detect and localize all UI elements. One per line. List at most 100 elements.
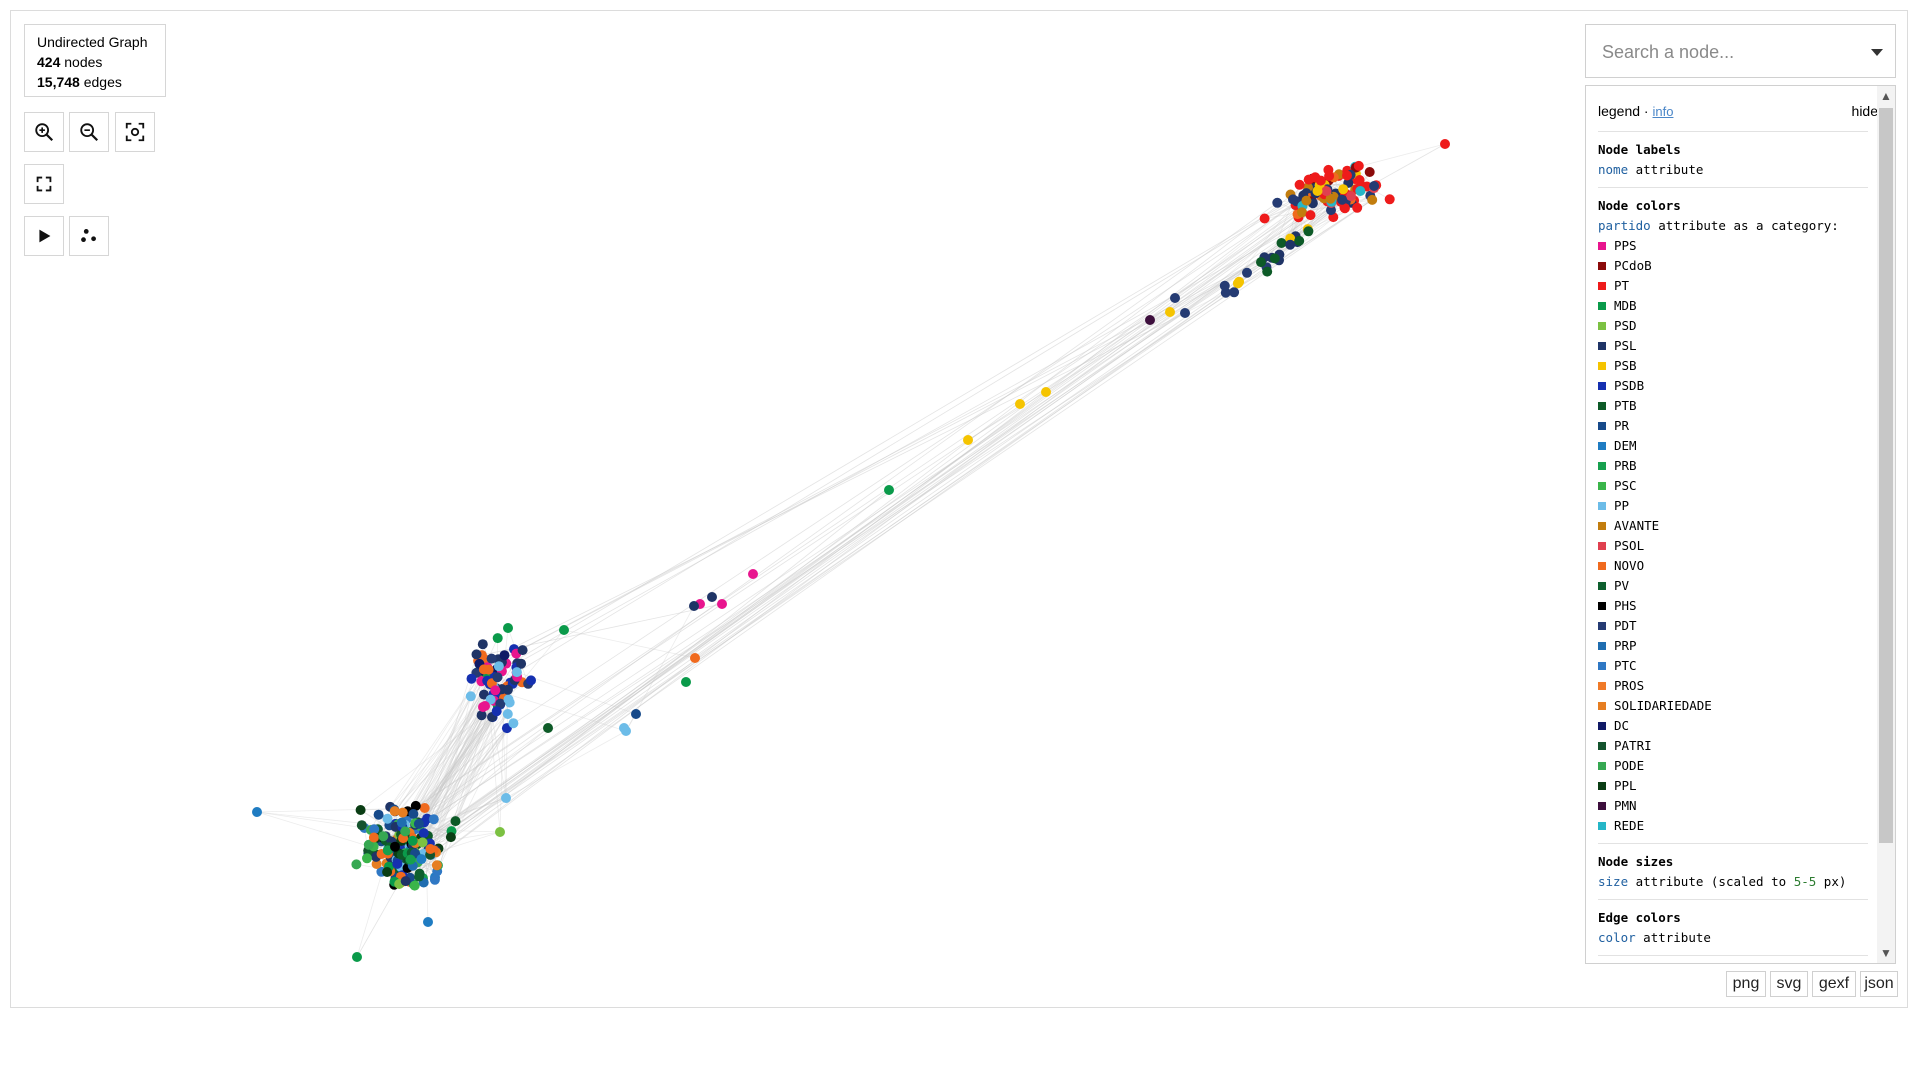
graph-node[interactable] (400, 826, 411, 837)
graph-node[interactable] (1259, 213, 1270, 224)
graph-node[interactable] (1355, 186, 1366, 196)
zoom-out-button[interactable] (69, 112, 109, 152)
graph-node[interactable] (428, 814, 439, 825)
graph-node[interactable] (418, 828, 429, 839)
graph-node[interactable] (543, 723, 553, 733)
graph-node[interactable] (471, 649, 482, 660)
graph-node[interactable] (352, 952, 362, 962)
graph-node[interactable] (1145, 315, 1155, 325)
play-layout-button[interactable] (24, 216, 64, 256)
graph-node[interactable] (252, 807, 262, 817)
graph-node[interactable] (480, 701, 490, 711)
graph-node[interactable] (1219, 280, 1230, 291)
graph-node[interactable] (476, 710, 487, 721)
graph-node[interactable] (378, 831, 389, 842)
graph-node[interactable] (1272, 197, 1283, 208)
graph-node[interactable] (392, 858, 403, 869)
graph-node[interactable] (486, 653, 497, 664)
export-gexf-button[interactable]: gexf (1812, 971, 1856, 997)
graph-node[interactable] (503, 694, 514, 705)
graph-node[interactable] (631, 709, 641, 719)
graph-node[interactable] (1256, 257, 1266, 268)
graph-node[interactable] (417, 837, 428, 848)
reset-view-button[interactable] (115, 112, 155, 152)
graph-node[interactable] (1342, 170, 1352, 181)
graph-node[interactable] (425, 844, 436, 854)
export-json-button[interactable]: json (1860, 971, 1898, 997)
graph-node[interactable] (1262, 266, 1273, 277)
graph-node[interactable] (495, 827, 505, 837)
graph-node[interactable] (416, 854, 427, 865)
legend-hide-button[interactable]: hide (1851, 103, 1878, 119)
graph-node[interactable] (396, 817, 407, 828)
export-png-button[interactable]: png (1726, 971, 1766, 997)
graph-node[interactable] (362, 853, 372, 864)
graph-node[interactable] (1325, 193, 1336, 204)
graph-node[interactable] (717, 599, 727, 609)
chevron-down-icon[interactable] (1871, 49, 1883, 56)
graph-node[interactable] (1364, 167, 1375, 177)
graph-node[interactable] (450, 816, 461, 827)
graph-node[interactable] (707, 592, 717, 602)
graph-node[interactable] (1353, 160, 1364, 171)
graph-node[interactable] (963, 435, 973, 445)
graph-node[interactable] (748, 569, 758, 579)
graph-node[interactable] (492, 672, 503, 683)
graph-node[interactable] (1180, 308, 1190, 318)
graph-node[interactable] (1440, 139, 1450, 149)
graph-node[interactable] (689, 601, 699, 611)
graph-node[interactable] (1294, 235, 1305, 246)
graph-node[interactable] (1276, 238, 1287, 248)
graph-node[interactable] (355, 805, 366, 815)
graph-node[interactable] (490, 685, 501, 696)
graph-node[interactable] (884, 485, 894, 495)
graph-node[interactable] (1312, 186, 1323, 196)
graph-node[interactable] (431, 860, 442, 871)
graph-node[interactable] (495, 698, 506, 709)
graph-node[interactable] (413, 818, 424, 829)
graph-node[interactable] (477, 639, 488, 650)
export-svg-button[interactable]: svg (1770, 971, 1808, 997)
graph-node[interactable] (373, 809, 384, 820)
graph-node[interactable] (501, 793, 511, 803)
graph-node[interactable] (526, 675, 536, 686)
graph-node[interactable] (1294, 179, 1305, 190)
graph-node[interactable] (502, 709, 513, 719)
graph-node[interactable] (465, 691, 476, 702)
graph-node[interactable] (408, 809, 419, 819)
graph-node[interactable] (1384, 194, 1395, 205)
graph-node[interactable] (409, 880, 420, 891)
graph-node[interactable] (389, 806, 400, 817)
legend-scrollbar[interactable]: ▲ ▼ (1877, 86, 1895, 963)
legend-info-link[interactable]: info (1652, 104, 1674, 119)
graph-node[interactable] (502, 684, 513, 695)
graph-node[interactable] (1170, 293, 1180, 303)
graph-node[interactable] (397, 807, 408, 818)
graph-node[interactable] (390, 841, 400, 852)
graph-node[interactable] (382, 813, 393, 824)
graph-node[interactable] (1234, 276, 1245, 287)
graph-node[interactable] (1346, 191, 1356, 202)
graph-node[interactable] (1041, 387, 1051, 397)
graph-node[interactable] (1321, 186, 1332, 197)
graph-node[interactable] (429, 874, 440, 885)
graph-node[interactable] (368, 832, 379, 843)
graph-node[interactable] (493, 661, 504, 672)
graph-node[interactable] (1315, 175, 1326, 186)
graph-node[interactable] (516, 658, 527, 669)
graph-node[interactable] (405, 854, 416, 865)
graph-node[interactable] (619, 723, 629, 733)
graph-node[interactable] (491, 706, 502, 717)
node-search[interactable] (1585, 24, 1896, 78)
graph-node[interactable] (1352, 202, 1363, 213)
graph-node[interactable] (1367, 194, 1378, 205)
graph-node[interactable] (1301, 195, 1312, 206)
graph-node[interactable] (508, 718, 519, 729)
graph-node[interactable] (499, 650, 510, 661)
graph-node[interactable] (445, 832, 456, 843)
graph-node[interactable] (1288, 194, 1298, 205)
graph-node[interactable] (351, 859, 362, 870)
scrollbar-thumb[interactable] (1879, 108, 1893, 843)
graph-node[interactable] (517, 645, 528, 656)
graph-node[interactable] (382, 867, 393, 877)
